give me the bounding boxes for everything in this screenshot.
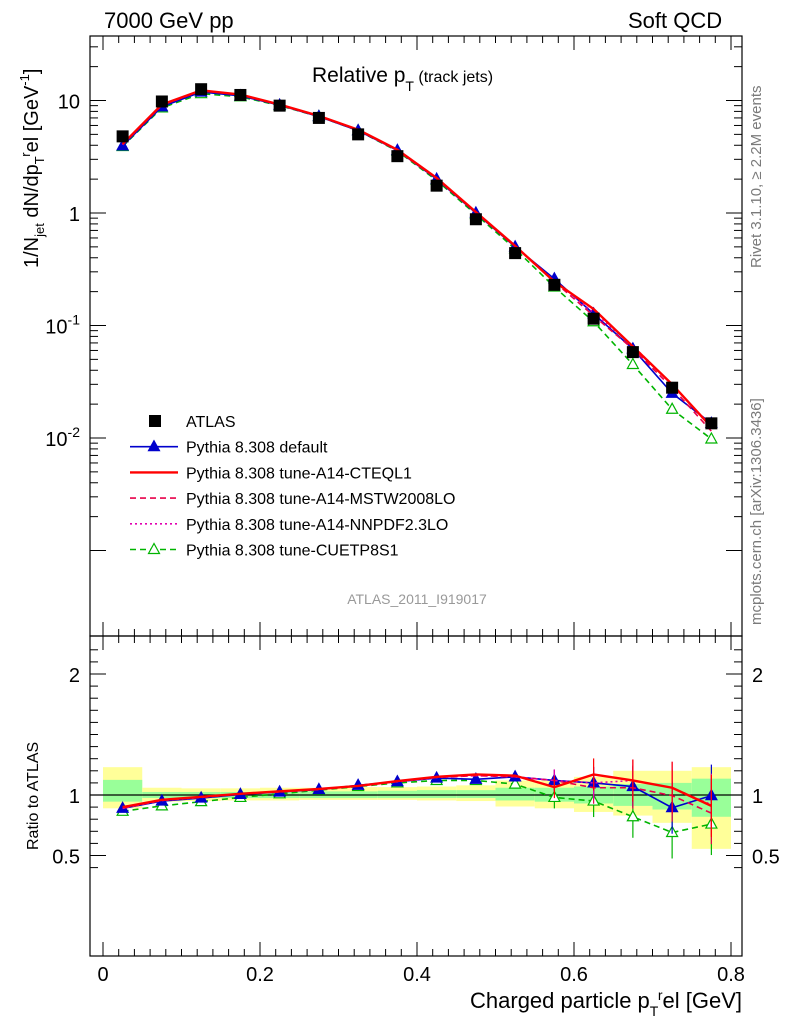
series-pythia-8-308-tune-cuetp8s1-point — [626, 357, 640, 370]
uncertainty-band-green — [377, 790, 417, 799]
atlas-data-point — [116, 130, 129, 143]
y-tick-label: 10-1 — [45, 312, 80, 339]
ratio-series-pythia-8-308-tune-cuetp8s1-point — [626, 809, 640, 822]
atlas-data-point — [273, 99, 286, 112]
ratio-series-pythia-8-308-tune-a14-mstw2008lo-line — [122, 774, 712, 814]
ratio-panel: 0 0.2 0.4 0.6 0.8 0.5 0.5 1 1 2 2 Ratio to ATLAS Cha… — [25, 635, 780, 1019]
ratio-y-tick-label-right: 1 — [752, 786, 763, 808]
main-y-axis-label: 1/Njet dN/dpTrel [GeV-1] — [17, 69, 47, 268]
y-tick-label: 1 — [69, 204, 80, 226]
atlas-data-point — [509, 247, 522, 260]
legend-label-atlas: ATLAS — [186, 414, 236, 431]
legend-label: Pythia 8.308 tune-CUETP8S1 — [186, 543, 399, 560]
x-tick-label: 0.4 — [403, 964, 431, 986]
ratio-series-pythia-8-308-tune-a14-cteql1-line — [122, 773, 712, 809]
plot-title: Relative pT (track jets) — [312, 64, 493, 94]
y-tick-label: 10-2 — [45, 424, 80, 451]
ratio-y-tick-label: 1 — [69, 786, 80, 808]
series-pythia-8-308-default-point — [116, 138, 130, 151]
ratio-y-tick-label: 0.5 — [52, 847, 80, 869]
series-pythia-8-308-tune-cuetp8s1-point — [704, 431, 718, 444]
uncertainty-band-green — [103, 779, 143, 802]
atlas-data-point — [548, 278, 561, 291]
legend-label: Pythia 8.308 default — [186, 440, 328, 457]
x-tick-label: 0.6 — [560, 964, 588, 986]
series-pythia-8-308-tune-cuetp8s1-line — [122, 92, 712, 440]
ratio-y-tick-label: 2 — [69, 665, 80, 687]
series-pythia-8-308-tune-cuetp8s1-point — [665, 402, 679, 414]
ratio-y-tick-label-right: 0.5 — [752, 847, 780, 869]
beam-label: 7000 GeV pp — [104, 8, 234, 33]
series-pythia-8-308-default-line — [122, 91, 712, 424]
atlas-data-point — [469, 213, 482, 226]
main-panel: 10-2 10-1 1 10 102 Relative pT (track jets) AT… — [17, 0, 743, 956]
legend-label: Pythia 8.308 tune-A14-CTEQL1 — [186, 465, 412, 482]
legend-label: Pythia 8.308 tune-A14-MSTW2008LO — [186, 491, 455, 508]
ratio-series-pythia-8-308-default-point — [469, 772, 483, 784]
uncertainty-band-green — [417, 790, 457, 799]
analysis-id: ATLAS_2011_I919017 — [347, 591, 487, 607]
rivet-info: Rivet 3.1.10, ≥ 2.2M events — [748, 85, 765, 269]
process-label: Soft QCD — [628, 8, 723, 33]
series-pythia-8-308-tune-a14-mstw2008lo-line — [122, 89, 712, 432]
atlas-data-point — [666, 381, 679, 394]
legend-marker — [147, 439, 161, 452]
legend-marker-atlas — [149, 415, 161, 427]
series-pythia-8-308-tune-a14-nnpdf2-3lo-line — [122, 89, 712, 428]
atlas-data-point — [234, 88, 247, 101]
mcplots-info: mcplots.cern.ch [arXiv:1306.3436] — [748, 398, 765, 625]
atlas-data-point — [391, 150, 404, 163]
y-tick-label: 10 — [58, 92, 80, 114]
ratio-series-pythia-8-308-tune-cuetp8s1-line — [122, 779, 712, 834]
x-tick-label: 0.8 — [717, 964, 745, 986]
x-tick-label: 0 — [97, 964, 108, 986]
atlas-data-point — [195, 83, 208, 96]
ratio-frame — [89, 635, 743, 957]
uncertainty-band-green — [495, 787, 535, 801]
x-tick-label: 0.2 — [246, 964, 274, 986]
atlas-data-point — [155, 95, 168, 108]
atlas-data-point — [587, 312, 600, 325]
ratio-series-pythia-8-308-tune-cuetp8s1-point — [508, 776, 522, 789]
atlas-data-point — [352, 128, 365, 141]
ratio-y-axis-label: Ratio to ATLAS — [25, 742, 42, 850]
atlas-data-point — [626, 346, 639, 359]
uncertainty-band-green — [456, 790, 496, 799]
atlas-data-point — [312, 111, 325, 124]
atlas-data-point — [430, 179, 443, 192]
legend-marker — [147, 542, 161, 555]
x-axis-label: Charged particle pTrel [GeV] — [470, 987, 742, 1019]
series-pythia-8-308-tune-a14-cteql1-line — [121, 89, 713, 428]
atlas-data-point — [705, 417, 718, 430]
ratio-y-tick-label-right: 2 — [752, 665, 763, 687]
legend-label: Pythia 8.308 tune-A14-NNPDF2.3LO — [186, 517, 448, 534]
y-tick-label: 102 — [50, 0, 80, 1]
